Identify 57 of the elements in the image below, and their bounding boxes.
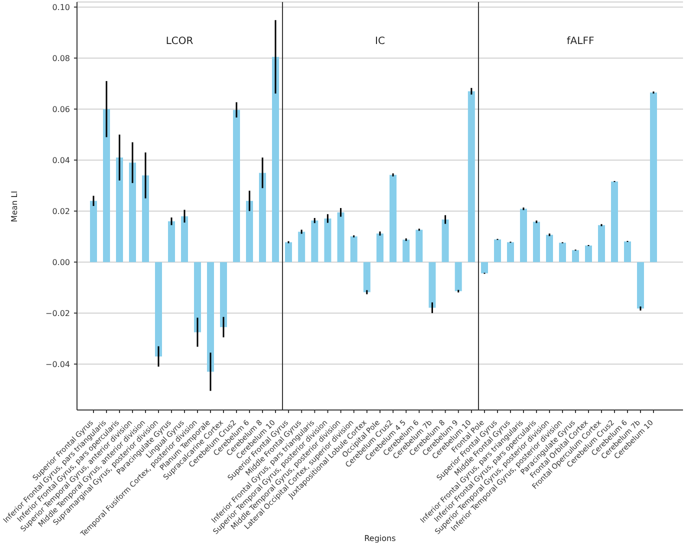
x-axis-title: Regions: [364, 534, 396, 543]
bar: [155, 262, 162, 356]
bar: [168, 221, 175, 262]
bar: [181, 216, 188, 262]
bar: [585, 246, 592, 262]
bar: [650, 92, 657, 262]
bar: [520, 208, 527, 262]
bar: [637, 262, 644, 309]
bar: [116, 158, 123, 262]
bar: [454, 262, 462, 292]
bar: [546, 234, 553, 262]
bar: [611, 182, 618, 262]
bar: [416, 230, 423, 262]
bar: [220, 262, 227, 328]
bar: [233, 110, 240, 262]
text: LCOR: [164, 36, 194, 47]
bar: [442, 220, 449, 262]
bar: [194, 262, 201, 332]
bar: [363, 262, 370, 292]
y-tick-label: −0.02: [45, 309, 70, 318]
y-tick-label: 0.10: [52, 3, 70, 12]
bar: [90, 200, 97, 262]
bar: [376, 234, 384, 262]
bar: [103, 109, 110, 262]
bar: [272, 56, 279, 262]
y-tick-label: 0.00: [52, 258, 70, 268]
bar: [324, 218, 332, 262]
y-tick-label: 0.04: [52, 156, 70, 166]
y-tick-label: 0.06: [52, 105, 70, 114]
bar: [129, 162, 136, 262]
bar: [428, 262, 436, 308]
bar: [142, 175, 149, 262]
bar: [494, 239, 501, 262]
y-tick-label: 0.02: [52, 207, 70, 216]
y-tick-label: −0.04: [45, 360, 70, 370]
bar: [350, 236, 358, 262]
bar: [572, 250, 579, 262]
bar: [311, 220, 318, 262]
bar: [259, 172, 266, 262]
bar: [559, 242, 566, 262]
bar: [337, 212, 344, 262]
bar: [285, 242, 292, 262]
bar: [207, 262, 214, 372]
bar: [481, 262, 488, 274]
bar: [624, 241, 631, 262]
bar: [507, 242, 514, 262]
bar: [468, 91, 475, 262]
bar: [598, 225, 605, 262]
bar: [298, 232, 306, 262]
text: fALFF: [566, 36, 596, 47]
y-tick-label: 0.08: [52, 54, 70, 64]
bar: [390, 174, 397, 262]
bar: [402, 240, 410, 262]
text: IC: [374, 36, 386, 47]
bar: [246, 200, 253, 262]
y-axis-title: Mean LI: [10, 190, 20, 222]
bar: [533, 222, 540, 262]
